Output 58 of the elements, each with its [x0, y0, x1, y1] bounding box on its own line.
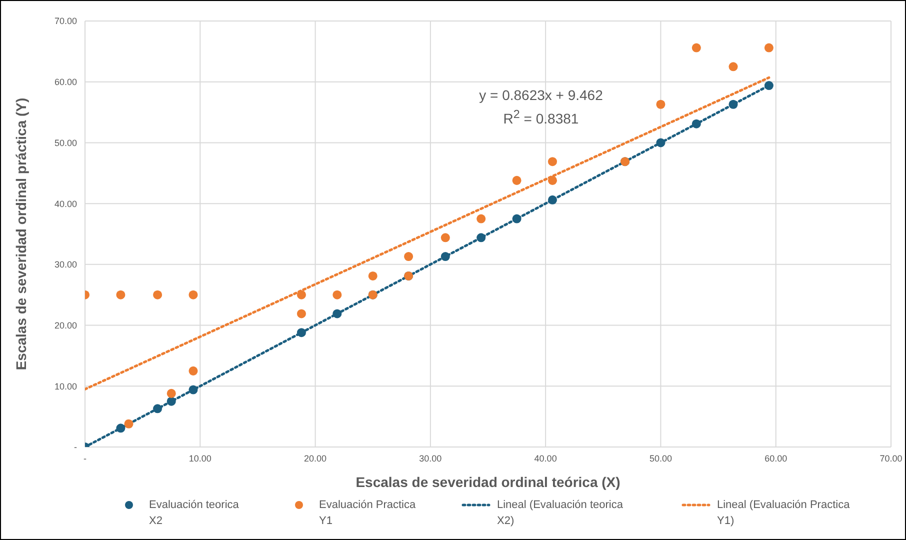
- legend-label: Evaluación Practica Y1: [319, 498, 417, 529]
- x-tick-label: 30.00: [419, 453, 442, 464]
- x-tick-label: 20.00: [304, 453, 327, 464]
- point: [188, 290, 198, 300]
- point: [153, 290, 162, 300]
- y-tick-label: 60.00: [54, 77, 77, 88]
- point: [476, 233, 486, 242]
- point: [656, 138, 666, 148]
- point: [116, 424, 126, 433]
- point: [440, 233, 450, 242]
- point: [512, 176, 522, 185]
- y-tick-label: 30.00: [54, 260, 77, 270]
- y-tick-label: 40.00: [54, 198, 77, 209]
- point: [368, 271, 378, 280]
- point: [332, 290, 342, 300]
- annotation: y = 0.8623x + 9.462: [478, 86, 604, 105]
- x-axis-title: Escalas de severidad ordinal teórica (X): [356, 474, 620, 490]
- point: [166, 388, 176, 398]
- annotation: R$^{2}$ = 0.8381: [502, 107, 580, 129]
- x-tick-label: 50.00: [649, 453, 672, 464]
- legend-label: Lineal (Evaluación teorica X2): [497, 498, 624, 529]
- point: [124, 419, 134, 428]
- x-tick-label: 60.00: [764, 453, 788, 464]
- point: [692, 43, 701, 52]
- point: [764, 43, 774, 52]
- point: [440, 252, 450, 262]
- point: [548, 195, 557, 204]
- y-tick-label: 10.00: [54, 381, 77, 392]
- point: [728, 100, 738, 109]
- legend-label: Lineal (Evaluación Practica Y1): [717, 498, 851, 529]
- point: [166, 396, 176, 406]
- point: [296, 290, 306, 300]
- point: [728, 62, 738, 72]
- point: [404, 252, 414, 262]
- point: [116, 290, 126, 300]
- y-tick-label: -: [74, 442, 77, 452]
- y-tick-label: 20.00: [54, 320, 77, 330]
- point: [512, 214, 522, 224]
- point: [296, 328, 306, 338]
- x-tick-label: 10.00: [188, 453, 212, 464]
- point: [764, 81, 774, 90]
- point: [296, 309, 306, 318]
- point: [188, 385, 198, 394]
- point: [188, 366, 198, 376]
- point: [692, 119, 701, 128]
- point: [656, 100, 666, 109]
- y-tick-label: 70.00: [54, 16, 77, 26]
- x-tick-label: -: [84, 453, 86, 464]
- point: [153, 404, 162, 414]
- y-tick-label: 50.00: [54, 138, 77, 148]
- x-tick-label: 40.00: [534, 453, 557, 464]
- point: [548, 176, 557, 185]
- point: [476, 214, 486, 224]
- x-tick-label: 70.00: [880, 453, 902, 464]
- y-axis-title: Escalas de severidad ordinal práctica (Y): [12, 98, 29, 370]
- point: [332, 309, 342, 318]
- point: [548, 157, 557, 166]
- legend-label: Evaluación teorica X2: [149, 498, 240, 529]
